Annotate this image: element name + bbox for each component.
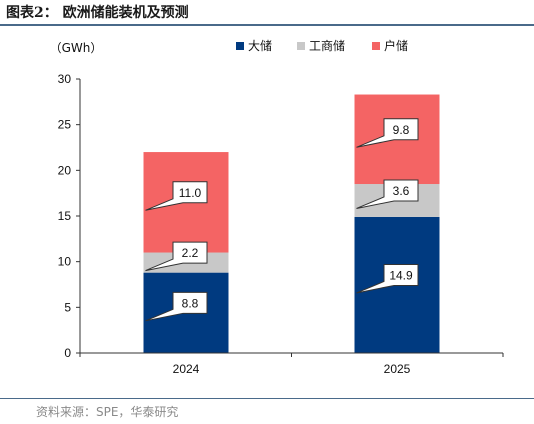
data-labels-layer: 8.8 2.2 11.0 14.9 3.6 9.8 — [145, 118, 419, 322]
data-label-text: 3.6 — [393, 184, 410, 198]
legend-label: 户储 — [384, 38, 408, 53]
data-label-box — [145, 181, 208, 211]
legend-swatch — [297, 42, 305, 50]
y-tick-label: 15 — [58, 209, 72, 223]
data-label-2024-1: 2.2 — [145, 241, 208, 272]
legend-swatch — [372, 42, 380, 50]
legend-label: 工商储 — [309, 38, 345, 53]
data-label-2025-2: 9.8 — [356, 118, 419, 148]
legend-item-1: 工商储 — [297, 38, 345, 53]
data-label-text: 11.0 — [179, 186, 202, 200]
data-label-box — [145, 291, 208, 322]
data-label-2024-2: 11.0 — [145, 181, 208, 211]
x-tick-label-2024: 2024 — [173, 362, 200, 376]
figure-title: 图表2： 欧洲储能装机及预测 — [6, 5, 189, 21]
y-tick-label: 0 — [64, 346, 71, 360]
data-label-2024-0: 8.8 — [145, 291, 208, 322]
data-label-2025-0: 14.9 — [356, 263, 419, 294]
y-tick-label: 20 — [58, 163, 72, 177]
y-tick-label: 30 — [58, 72, 72, 86]
data-label-text: 2.2 — [182, 246, 199, 260]
y-tick-label: 10 — [58, 255, 72, 269]
legend: 大储 工商储 户储 — [236, 38, 408, 53]
data-label-box — [145, 241, 208, 272]
title-divider — [0, 24, 534, 26]
x-tick-label-2025: 2025 — [384, 362, 411, 376]
data-label-box — [356, 118, 419, 148]
data-label-box — [356, 179, 419, 209]
y-unit-label: （GWh） — [50, 41, 103, 55]
legend-swatch — [236, 42, 244, 50]
source-divider — [0, 398, 534, 399]
data-label-text: 8.8 — [182, 296, 199, 310]
source-note: 资料来源：SPE，华泰研究 — [36, 405, 179, 419]
y-tick-label: 25 — [58, 118, 72, 132]
legend-item-0: 大储 — [236, 38, 272, 53]
data-label-2025-1: 3.6 — [356, 179, 419, 209]
y-tick-label: 5 — [64, 300, 71, 314]
data-label-box — [356, 263, 419, 294]
data-label-text: 14.9 — [389, 268, 413, 282]
data-label-text: 9.8 — [393, 123, 410, 137]
legend-label: 大储 — [248, 38, 272, 53]
legend-item-2: 户储 — [372, 38, 408, 53]
